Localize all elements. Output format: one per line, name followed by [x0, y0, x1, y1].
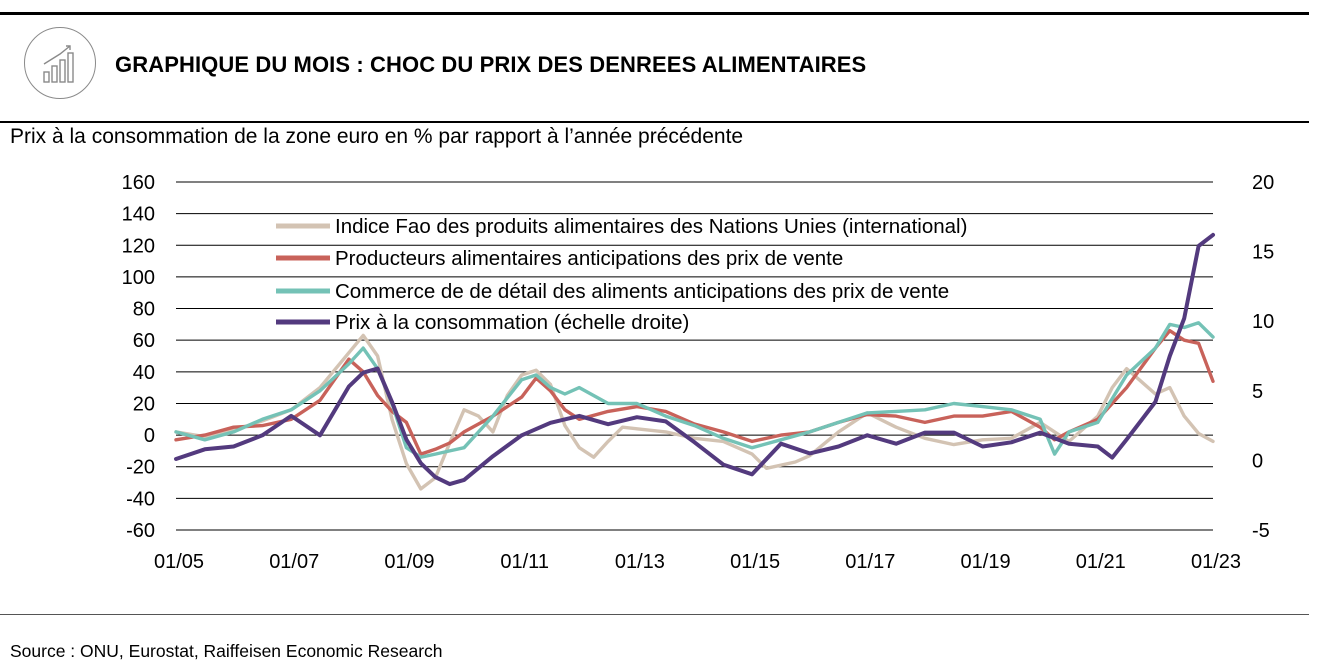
- legend-label: Indice Fao des produits alimentaires des…: [335, 215, 967, 238]
- y-left-tick-label: -20: [126, 457, 155, 479]
- x-tick-label: 01/07: [269, 551, 319, 573]
- x-tick-label: 01/19: [961, 551, 1011, 573]
- legend-item: Indice Fao des produits alimentaires des…: [276, 215, 967, 238]
- title-rule: [0, 121, 1309, 123]
- y-left-tick-label: -60: [126, 520, 155, 542]
- y-left-tick-label: 160: [122, 172, 155, 194]
- chart-title: GRAPHIQUE DU MOIS : CHOC DU PRIX DES DEN…: [115, 52, 867, 77]
- line-chart: -60 -40 -20 0 20 40 60 80 100 120 140 160 -5 0 5 10 15 2…: [122, 172, 1275, 573]
- x-tick-label: 01/15: [730, 551, 780, 573]
- y-left-tick-label: 140: [122, 204, 155, 226]
- legend-label: Prix à la consommation (échelle droite): [335, 311, 689, 334]
- y-right-tick-label: 10: [1252, 311, 1274, 333]
- legend-label: Producteurs alimentaires anticipations d…: [335, 247, 843, 270]
- series-lines: [174, 232, 1215, 491]
- y-axis-right: -5 0 5 10 15 20: [1252, 172, 1274, 542]
- x-tick-label: 01/05: [154, 551, 204, 573]
- grid-lines: [176, 181, 1213, 531]
- x-tick-label: 01/17: [845, 551, 895, 573]
- legend-item: Commerce de de détail des aliments antic…: [276, 280, 949, 303]
- x-tick-label: 01/13: [615, 551, 665, 573]
- x-axis: 01/05 01/07 01/09 01/11 01/13 01/15 01/17 01/19…: [154, 551, 1241, 573]
- legend-item: Producteurs alimentaires anticipations d…: [276, 247, 843, 270]
- y-right-tick-label: 20: [1252, 172, 1274, 194]
- top-rule: [0, 12, 1309, 15]
- x-tick-label: 01/11: [500, 551, 549, 573]
- y-right-tick-label: -5: [1252, 520, 1270, 542]
- y-left-tick-label: 20: [133, 393, 155, 415]
- y-left-tick-label: 40: [133, 362, 155, 384]
- source-note: Source : ONU, Eurostat, Raiffeisen Econo…: [10, 641, 443, 661]
- legend: Indice Fao des produits alimentaires des…: [276, 215, 967, 334]
- legend-label: Commerce de de détail des aliments antic…: [335, 280, 949, 303]
- y-right-tick-label: 5: [1252, 381, 1263, 403]
- bar-chart-growth-icon: [24, 27, 96, 99]
- x-tick-label: 01/23: [1191, 551, 1241, 573]
- chart-subtitle: Prix à la consommation de la zone euro e…: [10, 125, 744, 148]
- y-left-tick-label: 100: [122, 267, 155, 289]
- y-left-tick-label: 80: [133, 299, 155, 321]
- bottom-rule: [0, 614, 1309, 615]
- x-tick-label: 01/21: [1076, 551, 1126, 573]
- y-left-tick-label: -40: [126, 488, 155, 510]
- y-left-tick-label: 120: [122, 235, 155, 257]
- y-axis-left: -60 -40 -20 0 20 40 60 80 100 120 140 160: [122, 172, 155, 542]
- x-tick-label: 01/09: [384, 551, 434, 573]
- series-line: [174, 232, 1215, 487]
- y-right-tick-label: 15: [1252, 242, 1274, 264]
- y-right-tick-label: 0: [1252, 450, 1263, 472]
- y-left-tick-label: 0: [144, 425, 155, 447]
- y-left-tick-label: 60: [133, 330, 155, 352]
- legend-item: Prix à la consommation (échelle droite): [276, 311, 689, 334]
